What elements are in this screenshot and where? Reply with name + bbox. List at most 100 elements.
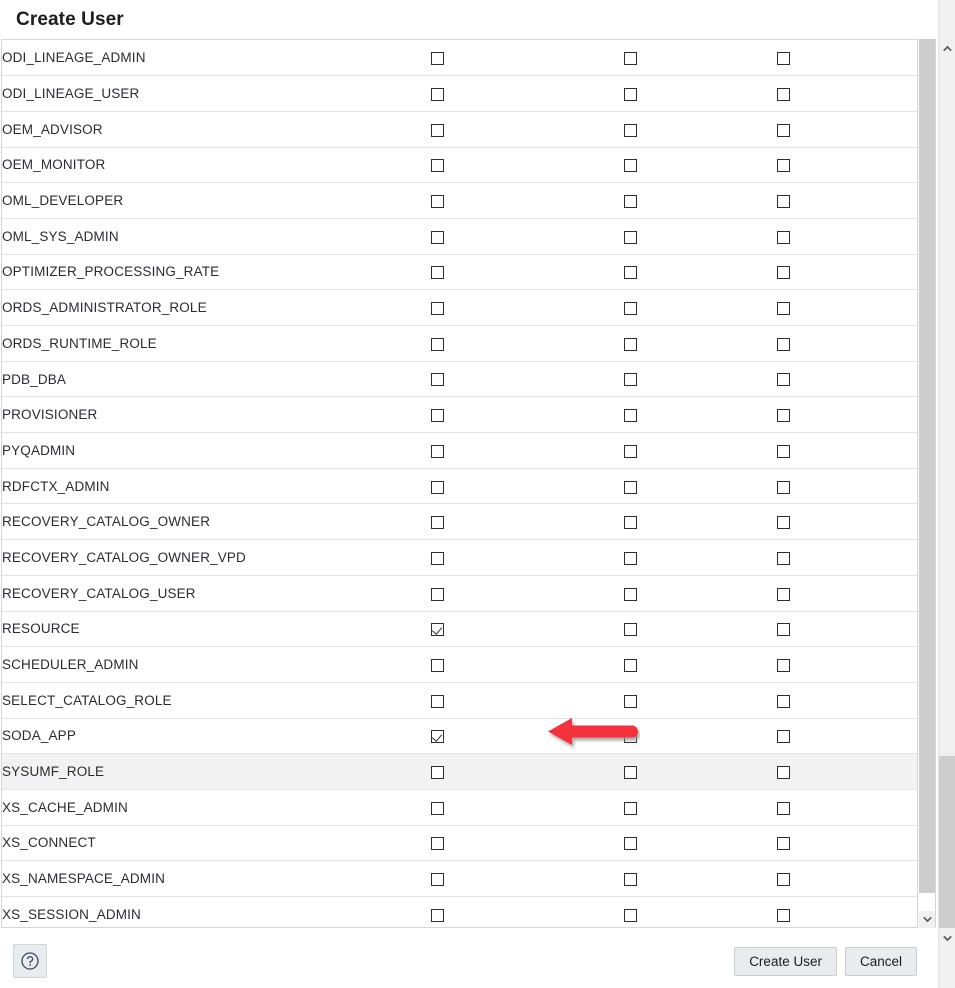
checkbox-unchecked[interactable]	[624, 873, 637, 887]
checkbox-unchecked[interactable]	[624, 52, 637, 66]
role-checkbox-cell[interactable]	[603, 182, 760, 219]
role-checkbox-cell[interactable]	[603, 503, 760, 541]
role-checkbox-cell[interactable]	[760, 432, 917, 469]
checkbox-unchecked[interactable]	[777, 551, 790, 565]
checkbox-wrapper[interactable]	[777, 657, 790, 672]
checkbox-unchecked[interactable]	[777, 230, 790, 244]
role-checkbox-cell[interactable]	[760, 254, 917, 291]
checkbox-unchecked[interactable]	[624, 159, 637, 173]
table-row[interactable]: OML_SYS_ADMIN	[2, 218, 917, 255]
table-row[interactable]: XS_CONNECT	[2, 825, 917, 862]
checkbox-unchecked[interactable]	[777, 516, 790, 530]
role-checkbox-cell[interactable]	[760, 539, 917, 576]
role-checkbox-cell[interactable]	[410, 325, 603, 362]
checkbox-unchecked[interactable]	[431, 801, 444, 815]
role-checkbox-cell[interactable]	[410, 75, 603, 112]
table-row[interactable]: XS_NAMESPACE_ADMIN	[2, 860, 917, 897]
role-checkbox-cell[interactable]	[760, 111, 917, 148]
checkbox-unchecked[interactable]	[624, 480, 637, 494]
checkbox-unchecked[interactable]	[431, 195, 444, 209]
role-checkbox-cell[interactable]	[410, 361, 603, 398]
help-button[interactable]	[13, 944, 47, 978]
checkbox-wrapper[interactable]	[431, 479, 444, 494]
table-row[interactable]: ODI_LINEAGE_ADMIN	[2, 40, 917, 77]
checkbox-wrapper[interactable]	[777, 514, 790, 530]
table-row[interactable]: ORDS_ADMINISTRATOR_ROLE	[2, 289, 917, 326]
checkbox-wrapper[interactable]	[777, 157, 790, 173]
checkbox-unchecked[interactable]	[431, 908, 444, 922]
role-checkbox-cell[interactable]	[603, 325, 760, 362]
role-checkbox-cell[interactable]	[410, 860, 603, 897]
role-checkbox-cell[interactable]	[760, 860, 917, 897]
checkbox-unchecked[interactable]	[777, 123, 790, 137]
checkbox-checked[interactable]	[431, 730, 444, 744]
role-checkbox-cell[interactable]	[410, 254, 603, 291]
checkbox-wrapper[interactable]	[431, 586, 444, 601]
checkbox-wrapper[interactable]	[431, 443, 444, 458]
role-checkbox-cell[interactable]	[603, 75, 760, 112]
checkbox-wrapper[interactable]	[431, 336, 444, 351]
role-checkbox-cell[interactable]	[760, 575, 917, 612]
table-scroll-down-button[interactable]	[919, 911, 935, 928]
checkbox-wrapper[interactable]	[624, 479, 637, 494]
role-checkbox-cell[interactable]	[603, 860, 760, 897]
checkbox-unchecked[interactable]	[624, 444, 637, 458]
role-checkbox-cell[interactable]	[603, 753, 760, 790]
role-checkbox-cell[interactable]	[603, 682, 760, 719]
checkbox-unchecked[interactable]	[777, 908, 790, 922]
role-checkbox-cell[interactable]	[760, 289, 917, 326]
checkbox-unchecked[interactable]	[777, 623, 790, 637]
checkbox-wrapper[interactable]	[777, 835, 790, 851]
table-row[interactable]: SELECT_CATALOG_ROLE	[2, 682, 917, 719]
checkbox-wrapper[interactable]	[777, 229, 790, 244]
role-checkbox-cell[interactable]	[603, 789, 760, 826]
checkbox-wrapper[interactable]	[624, 50, 637, 66]
checkbox-unchecked[interactable]	[431, 409, 444, 423]
role-checkbox-cell[interactable]	[410, 646, 603, 683]
checkbox-wrapper[interactable]	[431, 229, 444, 244]
checkbox-wrapper[interactable]	[624, 657, 637, 672]
table-row[interactable]: OEM_ADVISOR	[2, 111, 917, 148]
role-checkbox-cell[interactable]	[603, 147, 760, 184]
checkbox-unchecked[interactable]	[431, 480, 444, 494]
checkbox-wrapper[interactable]	[431, 693, 444, 708]
checkbox-wrapper[interactable]	[431, 657, 444, 672]
checkbox-unchecked[interactable]	[431, 444, 444, 458]
checkbox-unchecked[interactable]	[624, 87, 637, 101]
role-checkbox-cell[interactable]	[760, 396, 917, 434]
page-scroll-up-button[interactable]	[939, 40, 955, 57]
role-checkbox-cell[interactable]	[603, 289, 760, 326]
checkbox-unchecked[interactable]	[431, 516, 444, 530]
table-scrollbar-thumb[interactable]	[919, 39, 935, 893]
checkbox-wrapper[interactable]	[624, 407, 637, 423]
checkbox-checked[interactable]	[431, 623, 444, 637]
checkbox-wrapper[interactable]	[624, 514, 637, 530]
checkbox-wrapper[interactable]	[624, 800, 637, 815]
checkbox-wrapper[interactable]	[777, 728, 790, 744]
role-checkbox-cell[interactable]	[760, 503, 917, 541]
checkbox-wrapper[interactable]	[431, 50, 444, 66]
role-checkbox-cell[interactable]	[760, 646, 917, 683]
checkbox-unchecked[interactable]	[777, 159, 790, 173]
role-checkbox-cell[interactable]	[603, 896, 760, 927]
checkbox-unchecked[interactable]	[431, 230, 444, 244]
role-checkbox-cell[interactable]	[603, 361, 760, 398]
role-checkbox-cell[interactable]	[410, 218, 603, 255]
checkbox-unchecked[interactable]	[624, 266, 637, 280]
role-checkbox-cell[interactable]	[603, 218, 760, 255]
checkbox-wrapper[interactable]	[431, 621, 444, 637]
table-row[interactable]: PROVISIONER	[2, 396, 917, 434]
role-checkbox-cell[interactable]	[760, 611, 917, 648]
checkbox-wrapper[interactable]	[777, 122, 790, 137]
role-checkbox-cell[interactable]	[760, 896, 917, 927]
checkbox-unchecked[interactable]	[624, 551, 637, 565]
checkbox-unchecked[interactable]	[431, 302, 444, 316]
checkbox-unchecked[interactable]	[777, 766, 790, 780]
checkbox-unchecked[interactable]	[431, 266, 444, 280]
checkbox-unchecked[interactable]	[777, 266, 790, 280]
checkbox-unchecked[interactable]	[777, 409, 790, 423]
checkbox-wrapper[interactable]	[777, 193, 790, 209]
checkbox-wrapper[interactable]	[624, 550, 637, 565]
checkbox-wrapper[interactable]	[431, 264, 444, 280]
checkbox-wrapper[interactable]	[431, 157, 444, 173]
